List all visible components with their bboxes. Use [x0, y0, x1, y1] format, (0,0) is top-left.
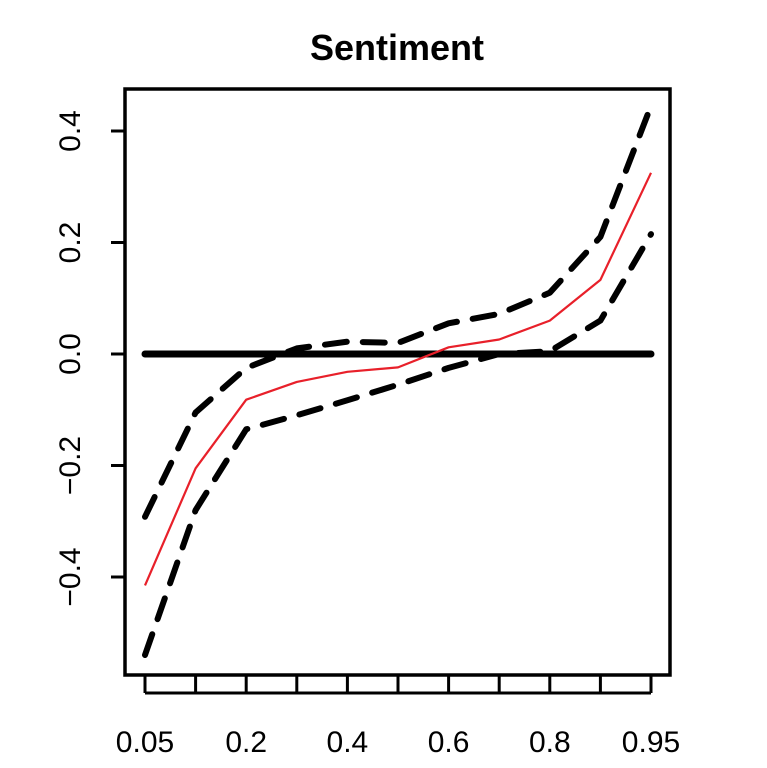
x-tick-label: 0.2: [225, 726, 267, 759]
series-line-estimate: [143, 172, 652, 586]
chart-title: Sentiment: [310, 27, 484, 68]
y-tick-label: −0.4: [54, 547, 87, 606]
x-axis: 0.05 0.2 0.4 0.6 0.8 0.95: [116, 676, 680, 759]
y-tick-label: −0.2: [54, 436, 87, 495]
y-tick-label: 0.0: [54, 333, 87, 375]
y-tick-label: 0.4: [54, 110, 87, 152]
x-tick-label: 0.05: [116, 726, 174, 759]
x-tick-label: 0.6: [428, 726, 470, 759]
y-axis: −0.4 −0.2 0.0 0.2 0.4: [54, 110, 125, 607]
series-line-upper: [142, 102, 654, 520]
series-line-lower: [142, 231, 654, 658]
x-tick-label: 0.95: [622, 726, 680, 759]
x-tick-label: 0.4: [327, 726, 369, 759]
series-layer: [141, 102, 655, 658]
plot-frame: [123, 87, 672, 677]
y-tick-label: 0.2: [54, 222, 87, 264]
x-tick-label: 0.8: [529, 726, 571, 759]
